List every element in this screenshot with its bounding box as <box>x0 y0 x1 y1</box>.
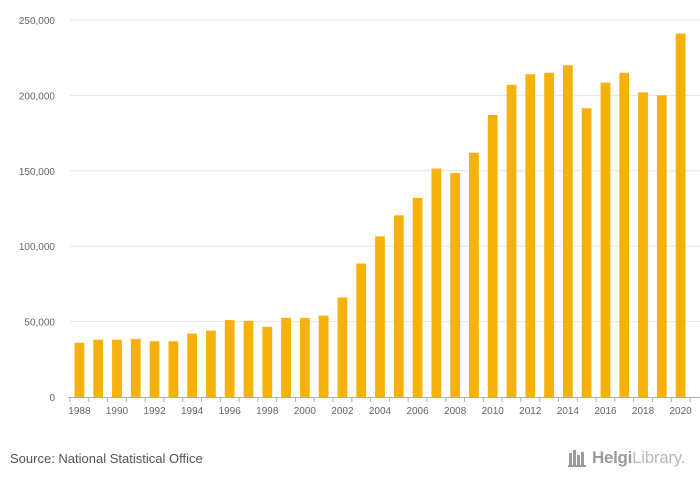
gridlines <box>70 19 700 323</box>
bar-2005[interactable] <box>393 215 404 397</box>
x-tick-label: 1988 <box>68 406 91 417</box>
bar-2009[interactable] <box>469 152 479 397</box>
x-tick-label: 2014 <box>557 406 580 417</box>
bar-2012[interactable] <box>525 74 536 398</box>
bar-2016[interactable] <box>600 82 611 397</box>
bar-2013[interactable] <box>544 72 554 397</box>
bar-1989[interactable] <box>93 339 104 397</box>
y-tick-label: 50,000 <box>24 318 55 329</box>
x-tick-label: 2018 <box>632 406 655 417</box>
x-tick-label: 2012 <box>519 406 542 417</box>
brand-name: HelgiLibrary. <box>592 448 686 467</box>
bar-1998[interactable] <box>262 326 273 397</box>
bar-2003[interactable] <box>356 263 367 397</box>
library-icon <box>568 450 586 467</box>
x-tick-label: 1996 <box>219 406 242 417</box>
x-tick-label: 2010 <box>482 406 505 417</box>
bar-1997[interactable] <box>243 320 254 397</box>
x-tick-label: 2004 <box>369 406 392 417</box>
source-note: Source: National Statistical Office <box>10 451 203 466</box>
y-tick-label: 200,000 <box>19 91 56 102</box>
bar-2007[interactable] <box>431 168 442 397</box>
bar-1996[interactable] <box>224 320 235 397</box>
x-tick-label: 1990 <box>106 406 129 417</box>
bar-1992[interactable] <box>149 341 160 397</box>
x-axis: 1988 1990 1992 1994 1996 1998 2000 2002 2004 2006… <box>68 397 700 417</box>
x-tick-label: 1998 <box>256 406 279 417</box>
x-tick-label: 1992 <box>143 406 166 417</box>
bar-2011[interactable] <box>506 84 517 398</box>
y-tick-label: 100,000 <box>19 242 56 253</box>
bar-1994[interactable] <box>187 333 198 397</box>
helgi-library-logo[interactable]: HelgiLibrary. <box>568 448 685 468</box>
x-tick-label: 2002 <box>331 406 354 417</box>
bar-2000[interactable] <box>299 317 310 397</box>
x-tick-label: 2016 <box>594 406 617 417</box>
x-tick-label: 1994 <box>181 406 204 417</box>
bar-2008[interactable] <box>450 173 461 397</box>
bar-1999[interactable] <box>281 317 291 397</box>
bar-2001[interactable] <box>318 315 329 397</box>
bar-1988[interactable] <box>74 342 85 397</box>
bar-2004[interactable] <box>375 236 385 397</box>
bar-2017[interactable] <box>619 72 630 397</box>
x-tick-label: 2000 <box>294 406 317 417</box>
y-tick-label: 250,000 <box>19 16 56 27</box>
bar-1995[interactable] <box>206 330 216 397</box>
bar-2014[interactable] <box>562 65 573 398</box>
bar-2002[interactable] <box>337 297 348 397</box>
bar-2015[interactable] <box>581 108 592 397</box>
y-tick-label: 150,000 <box>19 167 56 178</box>
y-axis-labels: 0 50,000 100,000 150,000 200,000 250,000 <box>19 16 56 404</box>
bar-chart: 0 50,000 100,000 150,000 200,000 250,000 1988… <box>19 16 700 417</box>
bar-1990[interactable] <box>112 339 122 397</box>
x-tick-label: 2008 <box>444 406 467 417</box>
bars <box>74 33 686 398</box>
bar-2019[interactable] <box>656 95 667 398</box>
bar-1993[interactable] <box>168 341 179 397</box>
bar-2018[interactable] <box>638 92 648 397</box>
y-tick-label: 0 <box>49 393 55 404</box>
bar-1991[interactable] <box>130 338 141 397</box>
bar-2010[interactable] <box>487 115 498 397</box>
x-tick-label: 2020 <box>669 406 692 417</box>
bar-2020[interactable] <box>675 33 686 398</box>
x-tick-label: 2006 <box>406 406 429 417</box>
bar-2006[interactable] <box>412 197 423 397</box>
